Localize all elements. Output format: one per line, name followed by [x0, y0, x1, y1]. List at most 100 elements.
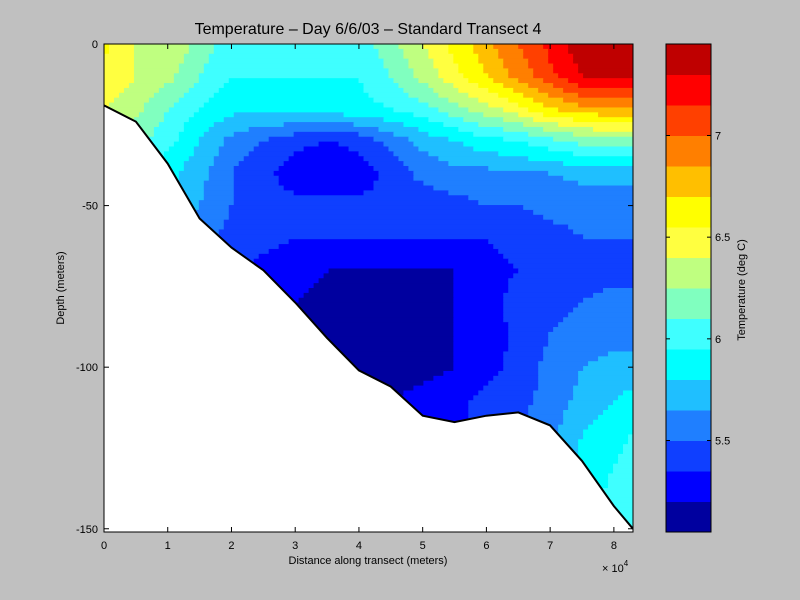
contour-cell [608, 473, 633, 479]
contour-cell [578, 375, 633, 382]
contour-cell [223, 136, 270, 143]
contour-cell [293, 327, 454, 333]
contour-cell [558, 439, 579, 445]
contour-cell [408, 136, 449, 143]
contour-cell [538, 380, 579, 387]
y-axis: 0 -50 -100 -150 [76, 39, 633, 536]
contour-cell [223, 141, 260, 148]
contour-cell [563, 317, 633, 323]
contour-cell [488, 380, 539, 387]
contour-cell [568, 405, 609, 411]
contour-cell [208, 97, 375, 104]
contour-cell [183, 53, 210, 60]
contour-cell [128, 122, 160, 128]
contour-cell [104, 102, 110, 109]
contour-cell [188, 48, 215, 55]
contour-cell [183, 58, 210, 65]
contour-cell [188, 44, 215, 50]
contour-cell [578, 302, 633, 309]
contour-cell [423, 180, 579, 187]
contour-cell [328, 268, 454, 274]
contour-cell [133, 44, 190, 50]
contour-cell [548, 146, 633, 152]
x-multiplier-exponent: 4 [624, 559, 629, 568]
contour-cell [488, 73, 509, 79]
colorbar-swatches [666, 44, 711, 533]
contour-cell [148, 136, 180, 143]
contour-cell [453, 317, 504, 323]
contour-cell [543, 112, 599, 118]
contour-cell [478, 83, 504, 89]
contour-cell [178, 136, 200, 143]
contour-cell [198, 205, 230, 211]
contour-cell [293, 302, 454, 309]
contour-cell [293, 341, 454, 348]
contour-cell [173, 190, 205, 196]
contour-cell [293, 331, 454, 338]
contour-cell [358, 131, 395, 138]
contour-cell [538, 361, 589, 367]
contour-cell [573, 395, 619, 401]
contour-cell [493, 375, 539, 382]
contour-cell [413, 141, 464, 148]
contour-cell [468, 400, 534, 406]
contour-cell [593, 292, 633, 299]
contour-cell [413, 68, 439, 74]
contour-cell [568, 224, 633, 231]
contour-cell [373, 166, 410, 172]
contour-cell [193, 112, 235, 118]
colorbar-tick-label: 5.5 [715, 436, 730, 448]
contour-cell [118, 92, 155, 99]
contour-cell [233, 175, 280, 182]
contour-cell [133, 73, 175, 79]
contour-cell [498, 248, 633, 255]
contour-cell [503, 312, 569, 318]
contour-cell [208, 53, 380, 60]
contour-cell [448, 97, 479, 104]
contour-cell [113, 97, 150, 104]
colorbar-swatch [666, 227, 711, 258]
contour-cell [578, 63, 633, 69]
x-axis: 0 1 2 3 4 5 6 7 8 [101, 44, 617, 552]
contour-cell [108, 44, 135, 50]
contour-cell [433, 87, 459, 94]
y-tick-label: -50 [82, 201, 98, 213]
contour-cell [104, 73, 135, 79]
contour-cell [458, 68, 484, 74]
contour-cell [628, 434, 633, 440]
contour-cell [218, 146, 255, 152]
x-tick-label: 3 [292, 540, 298, 552]
contour-cell [173, 180, 205, 187]
y-axis-label: Depth (meters) [55, 251, 67, 324]
contour-cell [178, 63, 205, 69]
contour-cell [183, 161, 215, 167]
contour-cell [538, 370, 579, 377]
colorbar-swatch [666, 379, 711, 411]
contour-cell [243, 278, 320, 284]
contour-cell [358, 151, 395, 157]
contour-cell [483, 63, 504, 69]
contour-cell [573, 458, 619, 465]
contour-cell [208, 248, 270, 255]
colorbar-swatch [666, 74, 711, 106]
contour-cell [203, 102, 385, 109]
contour-cell [163, 117, 190, 123]
contour-cell [178, 175, 210, 182]
contour-cell [493, 244, 633, 250]
contour-cell [248, 263, 514, 270]
contour-cell [583, 297, 633, 304]
contour-cell [153, 161, 185, 167]
contour-cell [578, 92, 633, 99]
contour-cell [593, 419, 633, 426]
contour-cell [378, 126, 420, 133]
contour-cell [548, 341, 633, 348]
contour-cell [468, 195, 633, 201]
contour-cell [463, 73, 489, 79]
contour-cell [523, 205, 633, 211]
contour-cell [543, 126, 594, 133]
contour-cell [618, 458, 633, 465]
contour-cell [173, 73, 200, 79]
contour-cell [143, 102, 175, 109]
contour-cell [558, 107, 633, 113]
contour-cell [618, 453, 633, 460]
